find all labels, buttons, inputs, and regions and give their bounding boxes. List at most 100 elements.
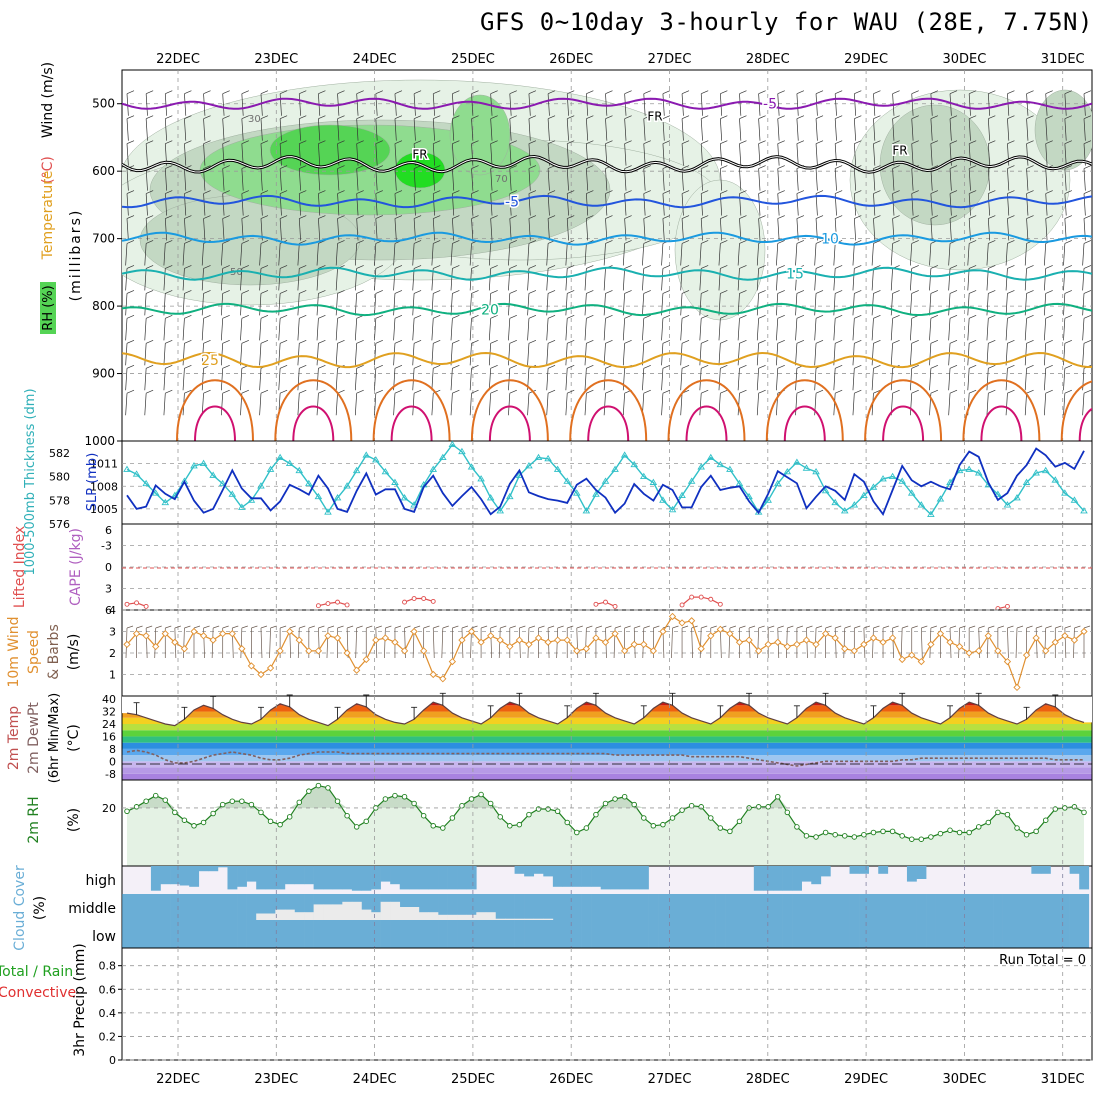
temperature-contour-label: 10	[821, 232, 839, 248]
cloud-bar	[361, 866, 372, 891]
thickness-point	[697, 463, 705, 470]
cloud-bar	[524, 894, 535, 922]
thickness-point	[496, 507, 505, 514]
cloud-bar	[906, 866, 917, 882]
cloud-bar	[361, 922, 372, 950]
cloud-clearing	[351, 901, 362, 920]
wind-speed-point	[171, 638, 179, 646]
cloud-bar	[533, 922, 544, 950]
wind-barb	[948, 364, 958, 391]
temperature-contour	[122, 97, 1092, 110]
wind-speed-point	[745, 636, 753, 644]
cloud-bar	[1060, 922, 1070, 950]
temperature-range-marker	[717, 705, 724, 718]
wind-barb	[834, 90, 843, 116]
wind-barb	[144, 265, 154, 291]
cloud-bar	[294, 922, 305, 950]
wind-barb	[354, 389, 364, 416]
rh2m-point	[708, 815, 714, 821]
wind-barb	[413, 115, 422, 141]
rh2m-point	[334, 798, 341, 804]
wind-barb	[432, 215, 441, 241]
wind-barb	[241, 115, 249, 141]
wind-barb	[1007, 90, 1015, 116]
cloud-bar	[1031, 894, 1042, 922]
cloud-bar	[648, 894, 659, 922]
cloud-bar	[1002, 922, 1013, 950]
wind-barb	[642, 290, 651, 316]
rh2m-point	[1052, 806, 1059, 812]
slp-axis-label: SLP (mb)	[85, 453, 100, 512]
lifted-index-line	[124, 594, 1010, 612]
cloud-bar	[811, 922, 822, 950]
thickness-point	[630, 460, 639, 468]
temperature-contour-label: 15	[786, 267, 804, 283]
cloud-bar	[859, 922, 869, 950]
wind-barb	[642, 364, 651, 391]
cloud-bar	[954, 894, 965, 922]
thickness-markers	[123, 440, 1088, 517]
stability-panel: -3 0 3 6 6 Lifted Index CAPE (J/kg)	[12, 523, 1093, 617]
freezing-level-label: FR	[892, 143, 907, 157]
wind-barb	[910, 339, 919, 366]
wind-barb	[737, 339, 747, 366]
wind-speed-point	[831, 634, 839, 642]
surface-wind-barb	[785, 625, 794, 659]
rh2m-point	[200, 819, 207, 826]
temperature-range-marker	[1023, 706, 1030, 720]
cloud-bar	[543, 922, 554, 950]
lifted-index-point	[344, 602, 350, 608]
temperature-contour	[569, 379, 648, 441]
surface-wind-barb	[384, 625, 392, 659]
wind-barb	[967, 240, 977, 266]
pressure-tick-label: 900	[92, 367, 115, 381]
upper-wind-barbs	[125, 90, 1092, 416]
wind-speed-point	[563, 636, 571, 644]
top-date-label: 30DEC	[942, 52, 986, 67]
slp-tick-label: 1011	[90, 458, 118, 471]
wind-barb	[450, 315, 460, 341]
wind-barb	[566, 90, 575, 116]
temperature-range-marker	[899, 692, 906, 706]
wind-barb	[1063, 389, 1072, 416]
wind-barb	[354, 240, 364, 266]
wind-barb	[737, 290, 747, 316]
wind-barb	[203, 190, 211, 216]
wind-barb	[260, 115, 269, 141]
cloud-bar	[237, 866, 247, 887]
wind-barb	[279, 90, 288, 116]
wind-barb	[949, 215, 958, 241]
wind-barb	[1063, 364, 1072, 391]
lifted-index-point	[411, 596, 417, 601]
wind-speed-point	[994, 647, 1002, 655]
cloud-bar	[304, 894, 314, 922]
wind-barb	[890, 315, 900, 341]
wind-barb	[834, 215, 843, 241]
rh2m-point	[995, 809, 1001, 816]
cloud-bar	[399, 866, 410, 890]
minmax-label: (6hr Min/Max)	[47, 693, 62, 783]
cloud-bar	[418, 894, 429, 922]
wind-barb	[642, 339, 651, 366]
wind-barb	[853, 140, 862, 166]
thickness-point	[295, 466, 304, 474]
rh2m-point	[966, 829, 972, 836]
pressure-tick-label: 500	[92, 97, 115, 111]
temperature-contour	[488, 405, 531, 441]
slp-axis: 1005 1008 1011	[90, 458, 1092, 516]
thickness-point	[257, 482, 265, 489]
lifted-index-point	[315, 603, 321, 609]
wind-barb	[986, 389, 996, 416]
temperature-contour-label: 20	[481, 302, 499, 318]
wind-barb	[642, 240, 651, 266]
temperature-contour	[1078, 407, 1092, 441]
cloud-bar	[438, 866, 448, 890]
wind-barb	[163, 315, 173, 341]
temperature-band	[122, 761, 1092, 768]
wind-barb	[929, 290, 939, 316]
wind-barb	[488, 364, 498, 391]
wind-barb	[662, 140, 671, 166]
cloud-bar	[562, 866, 573, 887]
wind-barb	[546, 265, 556, 291]
wind-barb	[412, 290, 422, 316]
